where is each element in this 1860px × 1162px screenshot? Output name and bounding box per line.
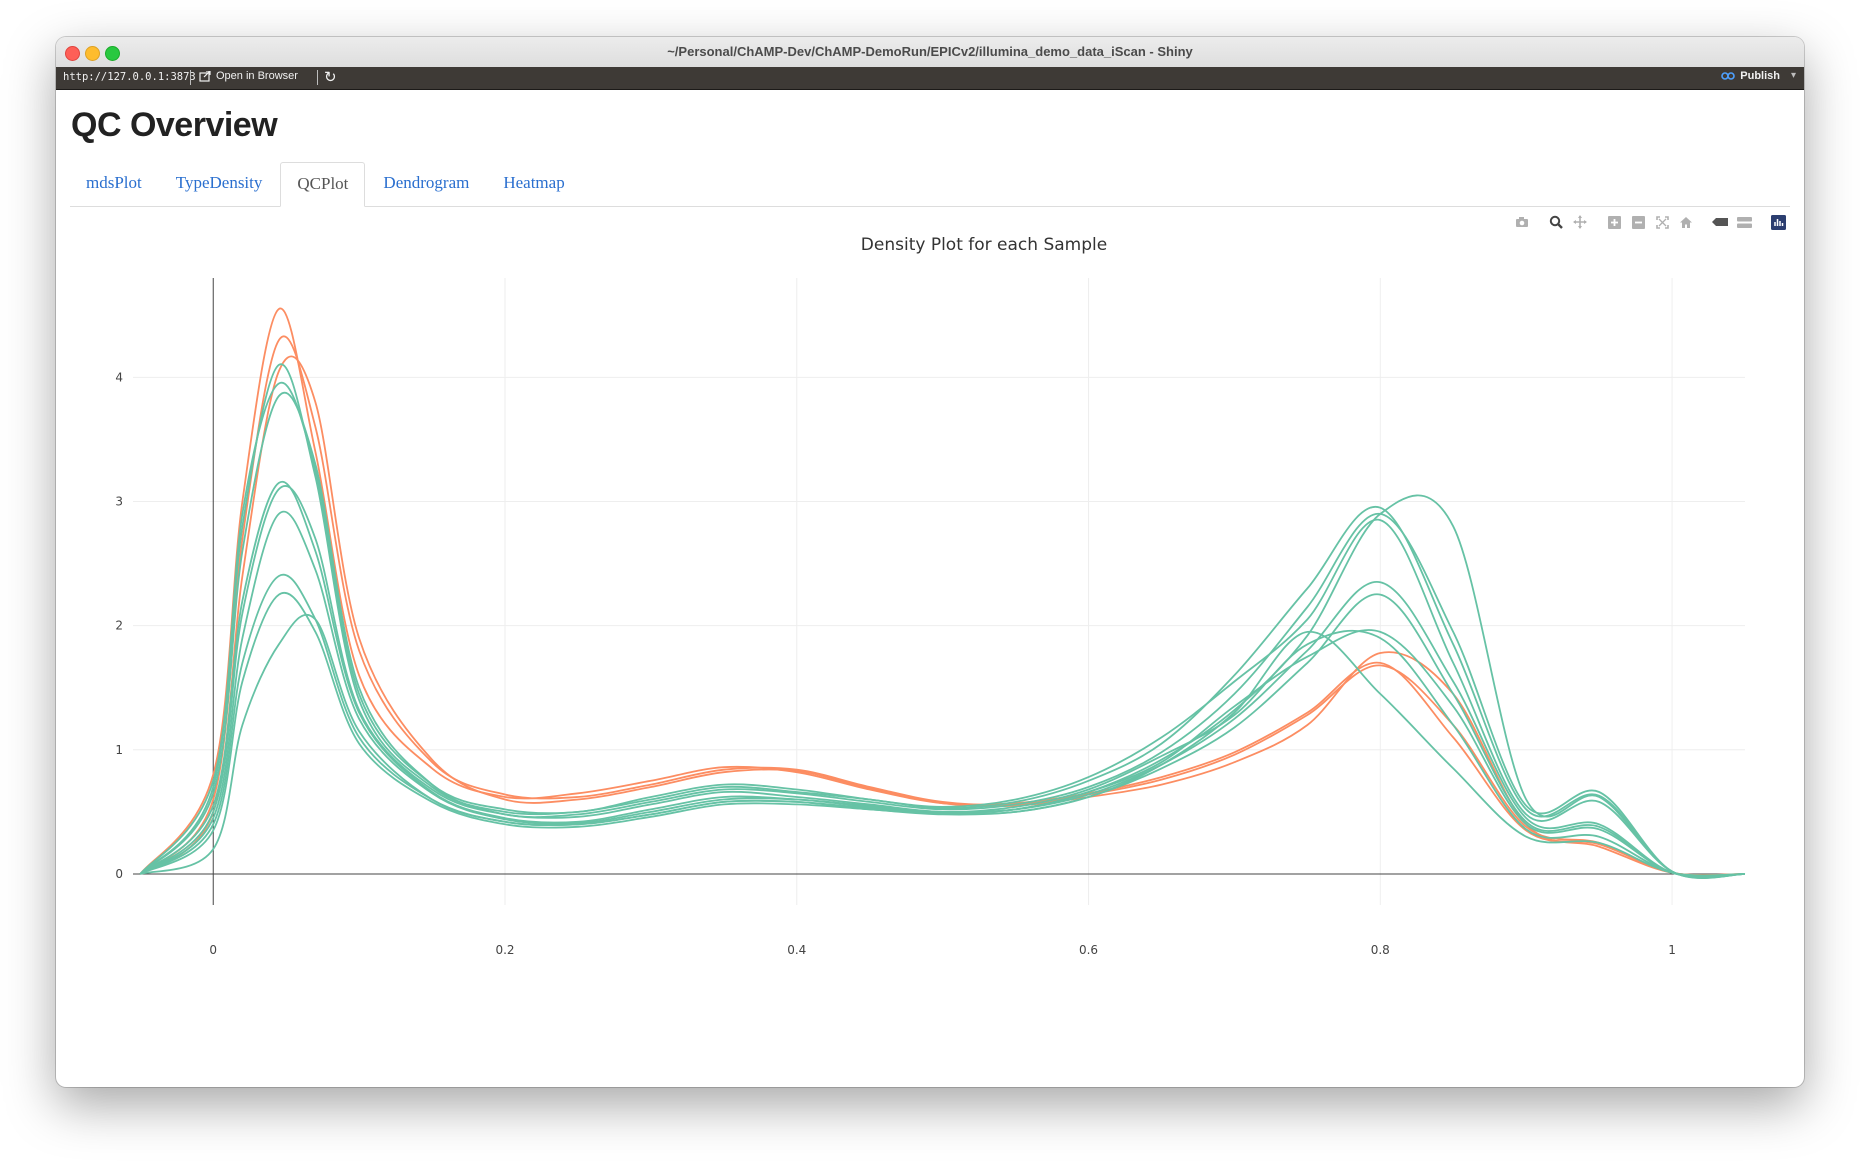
series-line[interactable] [140, 613, 1746, 878]
series-line[interactable] [139, 335, 1746, 877]
x-tick-label: 0.8 [1371, 943, 1390, 957]
y-tick-label: 4 [115, 370, 123, 384]
camera-icon[interactable] [1512, 212, 1532, 232]
series-line[interactable] [139, 591, 1746, 877]
app-content: QC Overview mdsPlot TypeDensity QCPlot D… [56, 90, 1804, 1087]
density-plot[interactable]: Density Plot for each Sample 0 0.2 0.4 0.6 0.… [56, 90, 1804, 1087]
x-tick-label: 1 [1668, 943, 1676, 957]
plot-modebar [1508, 212, 1788, 232]
y-tick-label: 3 [115, 494, 123, 508]
series-line[interactable] [139, 510, 1746, 878]
zoom-in-icon[interactable] [1604, 212, 1624, 232]
publish-dropdown-icon[interactable]: ▾ [1790, 70, 1796, 81]
hover-compare-icon[interactable] [1734, 212, 1754, 232]
tab-qcplot[interactable]: QCPlot [280, 162, 366, 207]
zoom-out-icon[interactable] [1628, 212, 1648, 232]
close-window-button[interactable] [65, 46, 80, 61]
x-tick-label: 0.4 [787, 943, 806, 957]
plotly-logo-icon[interactable] [1768, 212, 1788, 232]
y-tick-label: 0 [115, 867, 123, 881]
tab-heatmap[interactable]: Heatmap [503, 173, 565, 192]
y-tick-label: 1 [115, 743, 123, 757]
url-display[interactable]: http://127.0.0.1:3873 [63, 71, 196, 83]
viewer-toolbar: http://127.0.0.1:3873 Open in Browser ↻ … [56, 67, 1804, 90]
chart-title: Density Plot for each Sample [861, 235, 1107, 255]
tab-mdsplot[interactable]: mdsPlot [86, 173, 142, 192]
publish-icon [1721, 72, 1736, 80]
series-line[interactable] [139, 307, 1746, 877]
x-tick-label: 0.6 [1079, 943, 1098, 957]
title-bar: ~/Personal/ChAMP-Dev/ChAMP-DemoRun/EPICv… [56, 37, 1804, 68]
zoom-icon[interactable] [1546, 212, 1566, 232]
open-in-browser-label: Open in Browser [216, 70, 298, 82]
open-browser-icon [199, 70, 211, 82]
toolbar-divider [190, 70, 191, 85]
publish-label: Publish [1740, 70, 1780, 82]
series-line[interactable] [139, 381, 1746, 879]
open-in-browser-button[interactable]: Open in Browser [199, 70, 298, 82]
y-tick-label: 2 [115, 619, 123, 633]
pan-icon[interactable] [1570, 212, 1590, 232]
x-tick-label: 0 [209, 943, 217, 957]
tab-dendrogram[interactable]: Dendrogram [383, 173, 470, 192]
hover-closest-icon[interactable] [1710, 212, 1730, 232]
page-title: QC Overview [71, 106, 278, 144]
toolbar-divider [317, 70, 318, 85]
publish-button[interactable]: Publish [1721, 70, 1780, 82]
series-line[interactable] [139, 485, 1746, 877]
series-line[interactable] [139, 480, 1746, 879]
window-title: ~/Personal/ChAMP-Dev/ChAMP-DemoRun/EPICv… [667, 44, 1193, 59]
tab-typedensity[interactable]: TypeDensity [175, 173, 263, 192]
reset-axes-icon[interactable] [1676, 212, 1696, 232]
app-window: ~/Personal/ChAMP-Dev/ChAMP-DemoRun/EPICv… [56, 37, 1804, 1087]
minimize-window-button[interactable] [85, 46, 100, 61]
x-tick-label: 0.2 [495, 943, 514, 957]
reload-icon[interactable]: ↻ [324, 69, 337, 86]
autoscale-icon[interactable] [1652, 212, 1672, 232]
tab-bar: mdsPlot TypeDensity QCPlot Dendrogram He… [70, 162, 1790, 207]
maximize-window-button[interactable] [105, 46, 120, 61]
series-line[interactable] [139, 391, 1746, 879]
